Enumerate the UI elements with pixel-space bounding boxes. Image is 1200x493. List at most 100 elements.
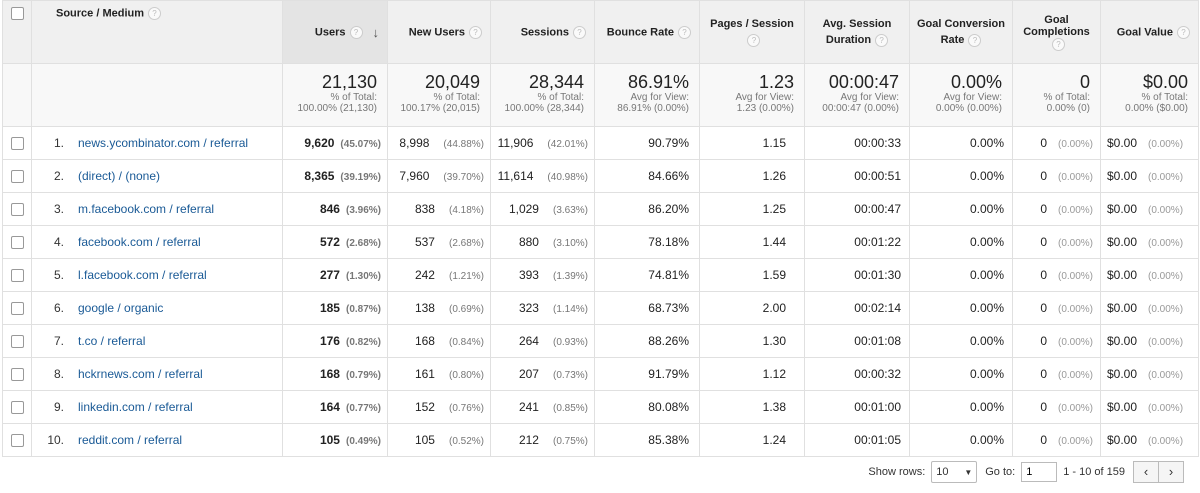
new-users-percent: (0.52%) [448,436,484,447]
goal-completions-percent: (0.00%) [1057,172,1093,183]
header-goal-completions[interactable]: Goal Completions? [1012,0,1101,64]
row-checkbox[interactable] [10,401,24,415]
row-checkbox[interactable] [10,434,24,448]
source-medium-link[interactable]: reddit.com / referral [78,433,183,447]
source-medium-link[interactable]: m.facebook.com / referral [78,202,215,216]
goto-page-input[interactable] [1021,462,1058,482]
source-cell: 7. t.co / referral [31,324,283,358]
row-checkbox[interactable] [10,335,24,349]
users-percent: (2.68%) [345,238,381,249]
header-sessions[interactable]: Sessions? [490,0,595,64]
help-icon[interactable]: ? [349,25,363,39]
new-users-value: 105 [414,433,435,447]
source-medium-link[interactable]: hckrnews.com / referral [78,367,203,381]
help-icon[interactable]: ? [469,25,482,39]
new-users-cell: 152 (0.76%) [387,390,491,424]
source-medium-link[interactable]: facebook.com / referral [78,235,201,249]
goal-completions-value: 0 [1040,202,1047,216]
row-index: 6. [53,301,64,315]
row-checkbox[interactable] [10,302,24,316]
header-avg-session-duration[interactable]: Avg. Session Duration? [804,0,910,64]
users-percent: (45.07%) [340,139,381,150]
help-icon[interactable]: ? [678,25,691,39]
duration-label: Duration [825,34,872,46]
bounce-rate-value: 84.66% [648,169,689,183]
sessions-percent: (42.01%) [547,139,588,150]
help-icon[interactable]: ? [1052,37,1065,51]
sessions-value: 241 [518,400,539,414]
select-all-checkbox[interactable] [10,7,24,20]
source-medium-link[interactable]: l.facebook.com / referral [78,268,207,282]
row-checkbox[interactable] [10,269,24,283]
table-row: 1. news.ycombinator.com / referral 9,620 (4… [2,126,1199,160]
sessions-percent: (3.63%) [552,205,588,216]
goal-value-cell: $0.00 (0.00%) [1100,357,1199,391]
header-users[interactable]: Users? ↓ [282,0,388,64]
show-rows-select[interactable]: 10 ▼ [931,461,978,483]
header-pages-session[interactable]: Pages / Session? [699,0,805,64]
sessions-cell: 1,029 (3.63%) [490,192,595,226]
help-icon[interactable]: ? [875,33,889,47]
help-icon[interactable]: ? [573,25,586,39]
header-bounce-rate[interactable]: Bounce Rate? [594,0,700,64]
users-value: 8,365 [304,169,335,183]
bounce-rate-cell: 80.08% [594,390,700,424]
avg-duration-cell: 00:00:47 [804,192,910,226]
new-users-cell: 168 (0.84%) [387,324,491,358]
new-users-value: 242 [414,268,435,282]
avg-duration-cell: 00:00:51 [804,159,910,193]
users-value: 176 [319,334,340,348]
source-cell: 8. hckrnews.com / referral [31,357,283,391]
source-medium-link[interactable]: linkedin.com / referral [78,400,193,414]
users-value: 572 [319,235,340,249]
row-checkbox-cell [2,126,32,160]
total-new-users: 20,049% of Total: 100.17% (20,015) [387,63,491,127]
goal-conversion-value: 0.00% [969,433,1004,447]
goal-label: Goal [1044,13,1069,26]
bounce-rate-value: 78.18% [648,235,689,249]
users-cell: 185 (0.87%) [282,291,388,325]
source-medium-link[interactable]: news.ycombinator.com / referral [78,136,249,150]
table-row: 3. m.facebook.com / referral 846 (3.96%) 838… [2,192,1199,226]
row-index: 9. [53,400,64,414]
help-icon[interactable]: ? [968,33,982,47]
new-users-value: 138 [414,301,435,315]
prev-page-button[interactable]: ‹ [1133,461,1159,483]
users-cell: 8,365 (39.19%) [282,159,388,193]
total-users: 21,130% of Total: 100.00% (21,130) [282,63,388,127]
avg-duration-cell: 00:00:33 [804,126,910,160]
avg-duration-value: 00:00:47 [854,202,901,216]
sort-descending-icon[interactable]: ↓ [372,24,380,40]
source-medium-link[interactable]: (direct) / (none) [78,169,161,183]
header-goal-value[interactable]: Goal Value? [1100,0,1199,64]
source-medium-link[interactable]: t.co / referral [78,334,146,348]
goal-completions-cell: 0 (0.00%) [1012,390,1101,424]
row-checkbox[interactable] [10,203,24,217]
table-row: 10. reddit.com / referral 105 (0.49%) 105 (0.… [2,423,1199,457]
row-checkbox[interactable] [10,236,24,250]
header-source-medium[interactable]: Source / Medium? [31,0,283,64]
goal-completions-cell: 0 (0.00%) [1012,324,1101,358]
header-goal-conversion-rate[interactable]: Goal Conversion Rate? [909,0,1013,64]
row-checkbox-cell [2,390,32,424]
help-icon[interactable]: ? [148,7,162,20]
row-checkbox[interactable] [10,170,24,184]
avg-duration-cell: 00:01:08 [804,324,910,358]
pages-session-value: 1.38 [762,400,786,414]
source-medium-link[interactable]: google / organic [78,301,164,315]
row-checkbox[interactable] [10,368,24,382]
next-page-button[interactable]: › [1159,461,1184,483]
pages-session-cell: 1.30 [699,324,805,358]
goal-conversion-cell: 0.00% [909,390,1013,424]
help-icon[interactable]: ? [747,33,761,47]
users-cell: 168 (0.79%) [282,357,388,391]
row-checkbox[interactable] [10,137,24,151]
row-index: 10. [47,433,64,447]
pages-session-value: 1.44 [762,235,786,249]
bounce-rate-value: 85.38% [648,433,689,447]
bounce-rate-cell: 88.26% [594,324,700,358]
pages-session-value: 1.15 [762,136,786,150]
help-icon[interactable]: ? [1177,25,1190,39]
header-new-users[interactable]: New Users? [387,0,491,64]
